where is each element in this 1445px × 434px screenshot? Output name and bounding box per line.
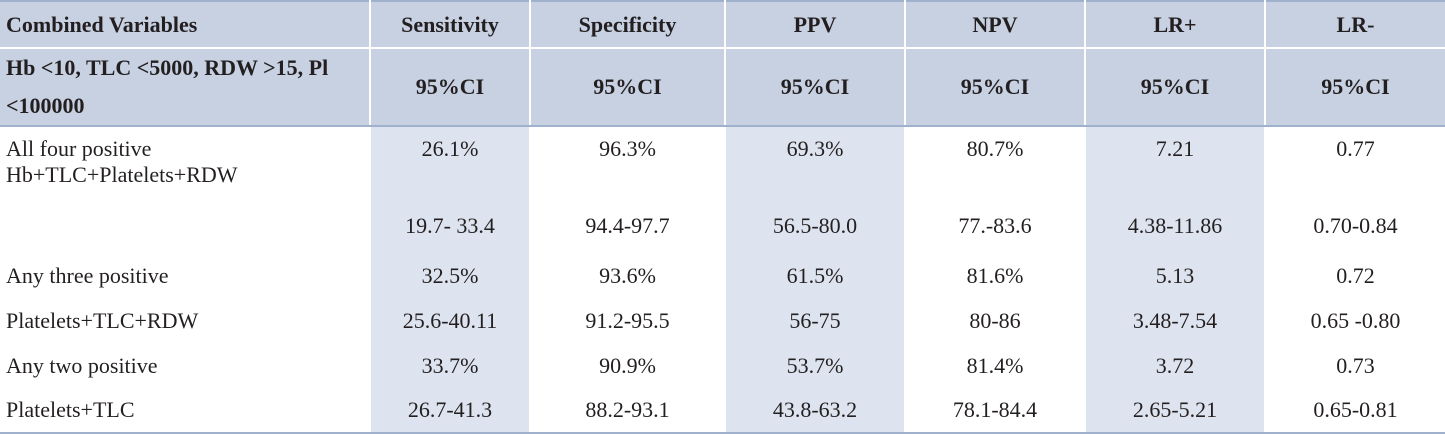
header-ci: 95%CI: [370, 48, 531, 127]
cell-lr-positive: 2.65-5.21: [1085, 388, 1266, 434]
cell-lr-negative: 0.65 -0.80: [1310, 307, 1401, 333]
cell-ppv: 53.7%: [725, 343, 906, 388]
row-label: Platelets+TLC: [0, 388, 371, 434]
header-ci: 95%CI: [1265, 48, 1445, 127]
header-criteria: Hb <10, TLC <5000, RDW >15, Pl <100000: [0, 48, 371, 127]
cell-specificity: 93.6%: [530, 253, 726, 298]
cell-lr-negative: 0.65-0.81: [1265, 388, 1445, 434]
table-row: Platelets+TLC+RDW 25.6-40.11 91.2-95.5 5…: [0, 298, 1445, 343]
row-label: All four positive: [0, 126, 371, 162]
cell-sensitivity: 26.7-41.3: [370, 388, 531, 434]
header-lr-negative: LR-: [1265, 0, 1445, 49]
cell-npv: 80-86: [905, 298, 1086, 343]
cell-specificity: 96.3%: [530, 126, 726, 162]
cell-sensitivity: 19.7- 33.4: [370, 198, 531, 253]
row-label: Any three positive: [0, 253, 371, 298]
cell-lr-positive: [1085, 162, 1266, 198]
row-label: Hb+TLC+Platelets+RDW: [0, 162, 371, 198]
cell-sensitivity: [370, 162, 531, 198]
table-header: Combined Variables Sensitivity Specifici…: [0, 0, 1445, 127]
row-label: [0, 198, 371, 253]
cell-specificity: 94.4-97.7: [530, 198, 726, 253]
table-row: All four positive 26.1% 96.3% 69.3% 80.7…: [0, 126, 1445, 162]
cell-lr-negative: 0.72: [1336, 262, 1375, 288]
header-ppv: PPV: [725, 0, 906, 49]
cell-ppv: 61.5%: [725, 253, 906, 298]
cell-lr-positive: 3.48-7.54: [1085, 298, 1266, 343]
header-ci: 95%CI: [1085, 48, 1266, 127]
header-lr-positive: LR+: [1085, 0, 1266, 49]
cell-specificity: 88.2-93.1: [530, 388, 726, 434]
cell-sensitivity: 33.7%: [370, 343, 531, 388]
cell-sensitivity: 25.6-40.11: [370, 298, 531, 343]
table-row: Any three positive 32.5% 93.6% 61.5% 81.…: [0, 253, 1445, 298]
cell-specificity: 91.2-95.5: [530, 298, 726, 343]
cell-sensitivity: 32.5%: [370, 253, 531, 298]
cell-npv: 81.4%: [905, 343, 1086, 388]
cell-specificity: 90.9%: [530, 343, 726, 388]
cell-lr-negative: 0.73: [1336, 352, 1375, 378]
cell-sensitivity: 26.1%: [370, 126, 531, 162]
table-body: All four positive 26.1% 96.3% 69.3% 80.7…: [0, 126, 1445, 434]
cell-specificity: [530, 162, 726, 198]
cell-lr-negative: 0.70-0.84: [1313, 212, 1398, 238]
row-label: Any two positive: [0, 343, 371, 388]
header-ci: 95%CI: [530, 48, 726, 127]
cell-npv: [905, 162, 1086, 198]
cell-lr-negative: 0.77: [1336, 136, 1375, 161]
header-row: Combined Variables Sensitivity Specifici…: [0, 0, 1445, 49]
cell-npv: 80.7%: [905, 126, 1086, 162]
header-subrow: Hb <10, TLC <5000, RDW >15, Pl <100000 9…: [0, 48, 1445, 127]
cell-lr-positive: 7.21: [1085, 126, 1266, 162]
cell-lr-negative: [1265, 162, 1445, 198]
cell-ppv: 56-75: [725, 298, 906, 343]
cell-ppv: [725, 162, 906, 198]
cell-npv: 78.1-84.4: [905, 388, 1086, 434]
cell-npv: 81.6%: [905, 253, 1086, 298]
cell-lr-positive: 5.13: [1085, 253, 1266, 298]
header-npv: NPV: [905, 0, 1086, 49]
row-label: Platelets+TLC+RDW: [0, 298, 371, 343]
header-ci: 95%CI: [905, 48, 1086, 127]
table-row: Any two positive 33.7% 90.9% 53.7% 81.4%…: [0, 343, 1445, 388]
header-sensitivity: Sensitivity: [370, 0, 531, 49]
header-combined-variables: Combined Variables: [0, 0, 371, 49]
cell-lr-positive: 4.38-11.86: [1085, 198, 1266, 253]
cell-ppv: 43.8-63.2: [725, 388, 906, 434]
table-row: Platelets+TLC 26.7-41.3 88.2-93.1 43.8-6…: [0, 388, 1445, 434]
cell-ppv: 69.3%: [725, 126, 906, 162]
table-row: Hb+TLC+Platelets+RDW: [0, 162, 1445, 198]
header-ci: 95%CI: [725, 48, 906, 127]
cell-ppv: 56.5-80.0: [725, 198, 906, 253]
cell-npv: 77.-83.6: [905, 198, 1086, 253]
cell-lr-positive: 3.72: [1085, 343, 1266, 388]
table-row: 19.7- 33.4 94.4-97.7 56.5-80.0 77.-83.6 …: [0, 198, 1445, 253]
header-specificity: Specificity: [530, 0, 726, 49]
